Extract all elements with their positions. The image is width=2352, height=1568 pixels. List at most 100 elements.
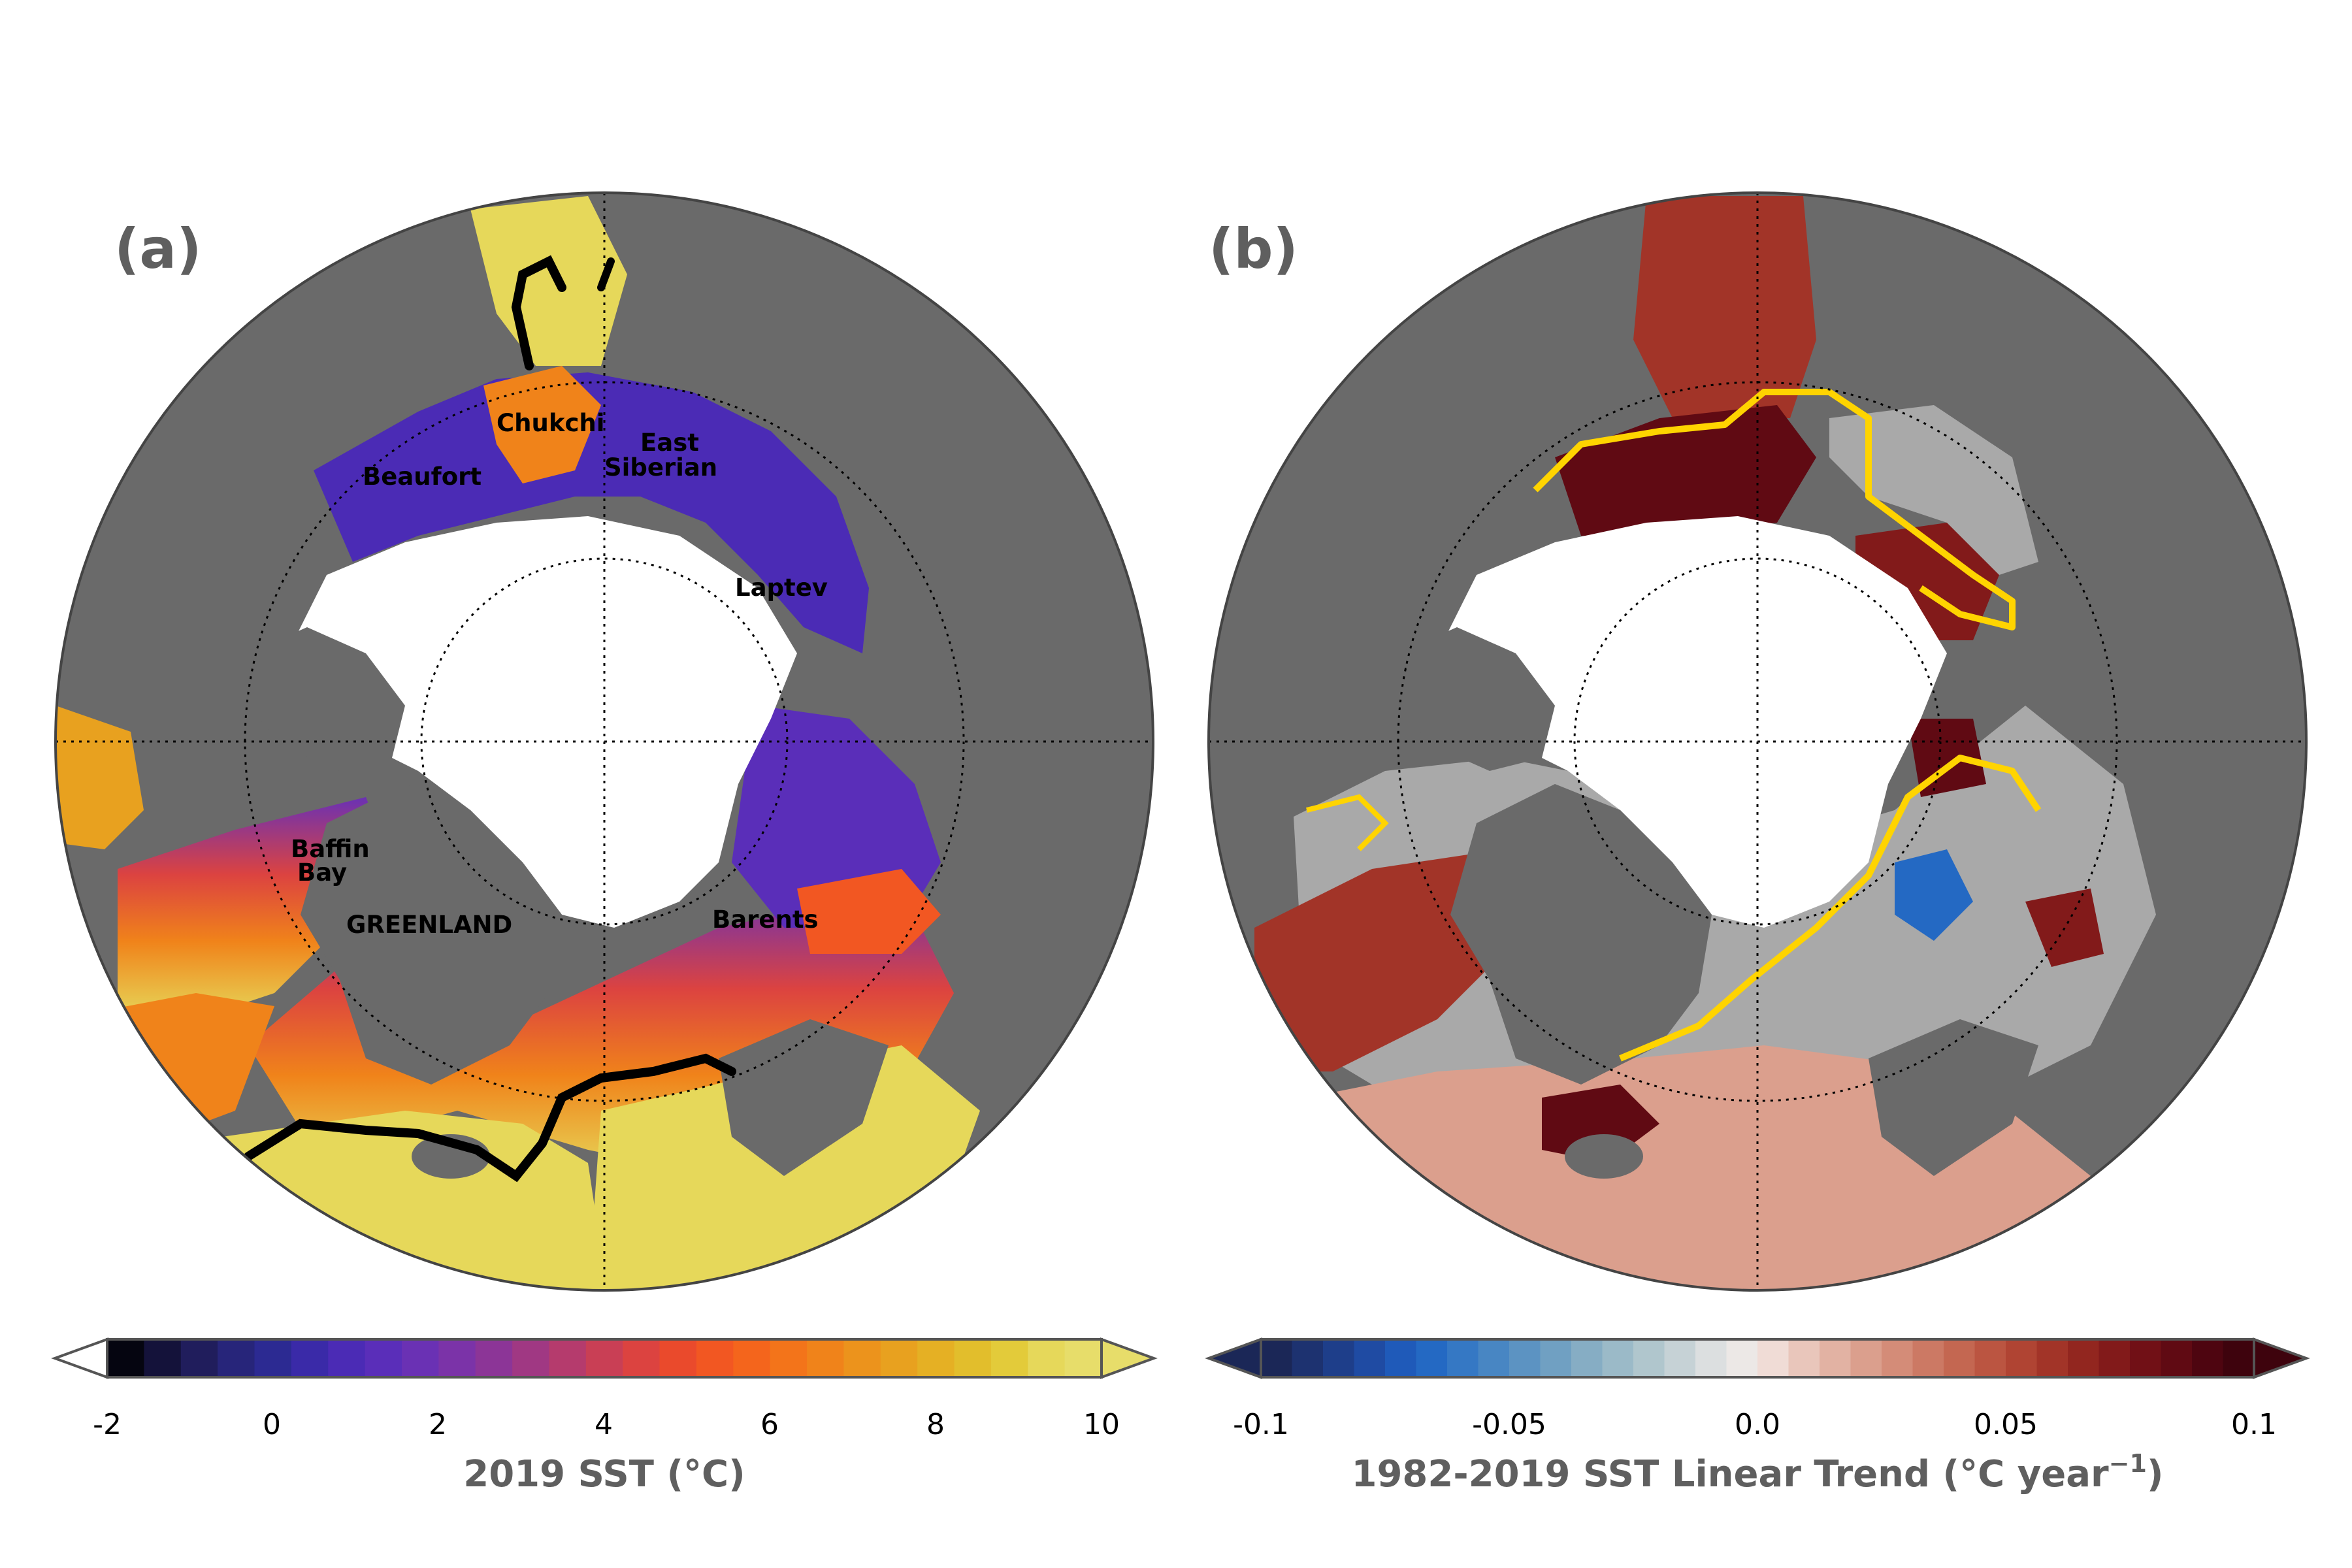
label-barents: Barents [712, 906, 819, 934]
isotherm-10c-pacific-2 [597, 257, 615, 291]
colorbar-b-extend-low [1205, 1337, 1262, 1379]
tick-a-1: 0 [263, 1408, 281, 1441]
colorbar-b-swatch [1912, 1339, 1944, 1377]
colorbar-a-ticks: -2 0 2 4 6 8 10 [93, 1408, 1120, 1441]
barents-warm [797, 869, 941, 954]
ice-edge-contour-baffin [1306, 794, 1389, 851]
colorbar-a-swatch [144, 1339, 182, 1377]
tick-b-1: -0.05 [1472, 1408, 1546, 1441]
cooling-patch [1895, 849, 1973, 941]
colorbar-a-swatch [365, 1339, 402, 1377]
colorbar-b-ticks: -0.1 -0.05 0.0 0.05 0.1 [1233, 1408, 2277, 1441]
colorbar-a-swatch [623, 1339, 661, 1377]
colorbar-b-swatch [2130, 1339, 2162, 1377]
ice-edge-contour-atlantic [1619, 755, 2042, 1062]
colorbar-b-swatch [1850, 1339, 1882, 1377]
colorbar-b-swatch [2223, 1339, 2255, 1377]
colorbar-b-swatch [2068, 1339, 2100, 1377]
colorbar-a-swatch [585, 1339, 623, 1377]
scandinavia [1869, 1019, 2038, 1176]
greenland [1450, 784, 1712, 1085]
colorbar-a-extend-high [1100, 1337, 1158, 1379]
colorbar-b-swatch [1633, 1339, 1665, 1377]
colorbar-a-swatch [438, 1339, 476, 1377]
colorbar-b-title-sup: −1 [2109, 1449, 2147, 1478]
sea-ice [1437, 516, 1947, 928]
tick-a-6: 10 [1083, 1408, 1120, 1441]
colorbar-b-swatch [1571, 1339, 1603, 1377]
canadian-archipelago [1398, 627, 1555, 771]
tick-a-3: 4 [595, 1408, 613, 1441]
colorbar-b-swatch [1974, 1339, 2006, 1377]
tick-a-5: 8 [926, 1408, 945, 1441]
tick-a-2: 2 [429, 1408, 447, 1441]
colorbar-a-swatch [954, 1339, 992, 1377]
colorbar-b-extend-high [2253, 1337, 2310, 1379]
graticule-60n [1397, 381, 2118, 1102]
colorbar-b-swatch [1416, 1339, 1448, 1377]
graticule-60n [244, 381, 965, 1102]
colorbar-b-swatch [1695, 1339, 1727, 1377]
colorbar-a [51, 1337, 1158, 1379]
isotherm-10c-pacific [511, 255, 566, 370]
panel-label-b: (b) [1209, 217, 1298, 281]
ice-edge-contour [1533, 389, 2016, 630]
colorbar-a-swatch [659, 1339, 697, 1377]
colorbar-b-swatch [1385, 1339, 1417, 1377]
tick-b-3: 0.05 [1974, 1408, 2038, 1441]
sea-ice [287, 516, 797, 928]
label-chukchi: Chukchi [497, 409, 604, 437]
label-east: East [640, 429, 699, 457]
label-bay: Bay [297, 858, 347, 887]
colorbar-a-swatch [843, 1339, 881, 1377]
panel-label-a: (a) [114, 217, 201, 281]
colorbar-b-swatch [2006, 1339, 2038, 1377]
colorbar-b-frame [1260, 1338, 2255, 1379]
colorbar-b-swatch [1509, 1339, 1541, 1377]
label-siberian: Siberian [604, 453, 717, 482]
colorbar-b-swatch [2099, 1339, 2131, 1377]
colorbar-b-swatch [1447, 1339, 1479, 1377]
colorbar-a-swatch [291, 1339, 329, 1377]
bering [470, 196, 627, 366]
pacific-west [56, 706, 144, 849]
colorbar-a-swatch [328, 1339, 366, 1377]
panel-a-map: Chukchi East Siberian Beaufort Laptev Ba… [54, 191, 1154, 1292]
colorbar-b-swatch [1540, 1339, 1572, 1377]
east-siberian-neutral [1829, 405, 2038, 575]
colorbar-b-swatch [1726, 1339, 1758, 1377]
tick-a-0: -2 [93, 1408, 122, 1441]
label-baffin: Baffin [291, 835, 370, 863]
colorbar-a-swatch [107, 1339, 144, 1377]
colorbar-b-title-end: ) [2147, 1453, 2164, 1495]
colorbar-a-swatch [549, 1339, 587, 1377]
colorbar-a-frame [106, 1338, 1103, 1379]
colorbar-b-swatch [1664, 1339, 1696, 1377]
colorbar-b-swatch [1478, 1339, 1510, 1377]
colorbar-b-swatch [1602, 1339, 1634, 1377]
colorbar-a-swatch [180, 1339, 218, 1377]
map-border [54, 191, 1154, 1292]
iceland [1565, 1134, 1643, 1179]
colorbar-b-swatch [1882, 1339, 1914, 1377]
tick-b-0: -0.1 [1233, 1408, 1289, 1441]
colorbar-a-swatch [880, 1339, 918, 1377]
tick-b-4: 0.1 [2231, 1408, 2277, 1441]
barents-warming [1908, 719, 1986, 797]
colorbar-a-swatch [1028, 1339, 1066, 1377]
colorbar-a-swatch [770, 1339, 808, 1377]
colorbar-b-swatch [2192, 1339, 2224, 1377]
tick-a-4: 6 [760, 1408, 779, 1441]
colorbar-a-swatch [401, 1339, 439, 1377]
colorbar-a-swatch [475, 1339, 513, 1377]
tick-b-2: 0.0 [1735, 1408, 1780, 1441]
label-greenland: GREENLAND [346, 911, 512, 939]
isotherm-10c [244, 1053, 736, 1183]
colorbar-b-swatch [1820, 1339, 1852, 1377]
colorbar-b-swatch [1788, 1339, 1820, 1377]
map-border [1207, 191, 2308, 1292]
colorbar-a-extend-low [51, 1337, 108, 1379]
colorbar-a-swatch [254, 1339, 292, 1377]
canadian-archipelago [248, 627, 405, 771]
colorbar-a-swatch [807, 1339, 845, 1377]
